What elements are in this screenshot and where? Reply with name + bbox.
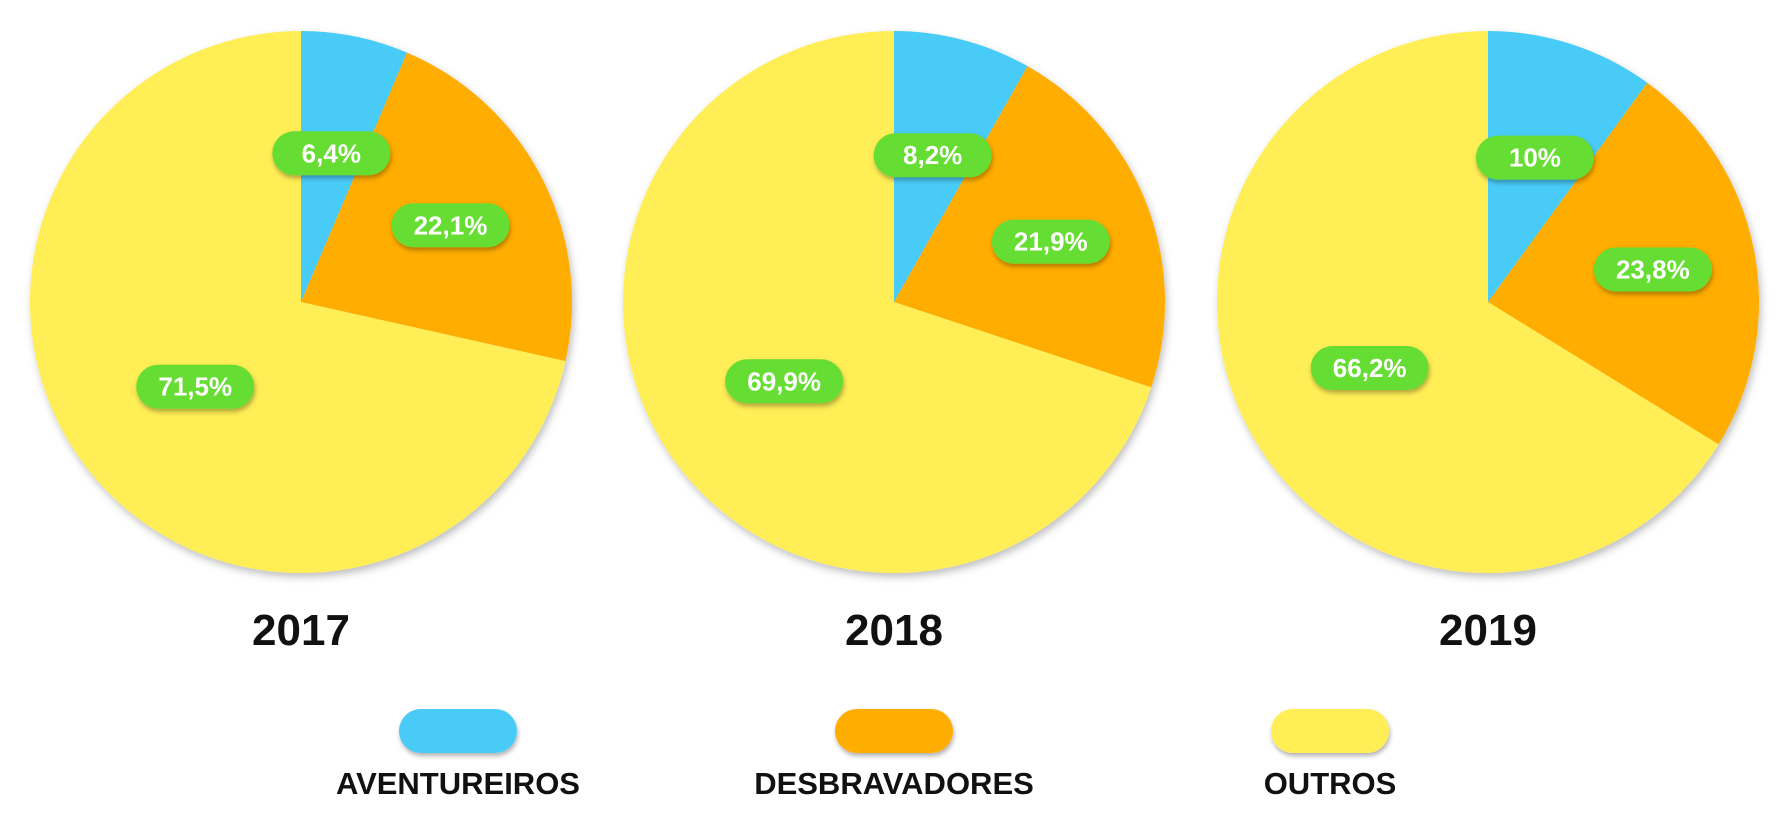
data-label: 8,2% [903,140,962,170]
data-label: 71,5% [158,372,232,402]
data-label-pill [1593,247,1712,292]
pie-chart-2019: 10% 23,8% 66,2% 2019 [1217,31,1759,655]
legend-label: AVENTUREIROS [336,766,580,801]
legend-item-desbravadores: DESBRAVADORES [754,709,1034,801]
chart-title: 2017 [252,606,350,655]
data-label-pill [1475,135,1594,180]
legend-swatch [399,709,517,753]
data-label-pill [991,219,1110,264]
data-label-pill [1310,346,1429,391]
data-label: 22,1% [414,210,488,240]
pie-slice-outros [30,31,566,573]
data-label-pill [873,133,992,178]
pie-slice-outros [1217,31,1719,574]
pie-slice-outros [622,31,1152,573]
pie-slices [30,31,572,573]
data-label-badge: 10% [1475,135,1594,180]
data-label: 6,4% [302,138,361,168]
data-label-pill [136,364,255,409]
data-label: 66,2% [1333,353,1407,383]
data-label-badge: 22,1% [391,203,510,248]
data-label: 69,9% [747,366,821,396]
data-label: 23,8% [1616,254,1690,284]
legend-item-outros: OUTROS [1264,709,1397,801]
pie-chart-2017: 6,4% 22,1% 71,5% 2017 [30,31,572,655]
data-label-pill [272,131,391,176]
chart-title: 2018 [845,606,943,655]
legend-label: OUTROS [1264,766,1397,801]
pie-chart-2018: 8,2% 21,9% 69,9% 2018 [622,31,1165,655]
pie-slices [622,31,1165,573]
data-label: 10% [1509,143,1561,173]
data-label-badge: 8,2% [873,133,992,178]
data-label-badge: 21,9% [991,219,1110,264]
pie-slices [1217,31,1759,574]
legend-swatch [835,709,953,753]
data-label-badge: 23,8% [1593,247,1712,292]
data-label-badge: 69,9% [725,359,844,404]
legend-item-aventureiros: AVENTUREIROS [336,709,580,801]
data-label: 21,9% [1014,227,1088,257]
data-label-pill [391,203,510,248]
data-label-badge: 66,2% [1310,346,1429,391]
data-label-badge: 6,4% [272,131,391,176]
data-label-pill [725,359,844,404]
data-label-badge: 71,5% [136,364,255,409]
legend-swatch [1271,709,1389,753]
chart-title: 2019 [1439,606,1537,655]
legend-label: DESBRAVADORES [754,766,1034,801]
